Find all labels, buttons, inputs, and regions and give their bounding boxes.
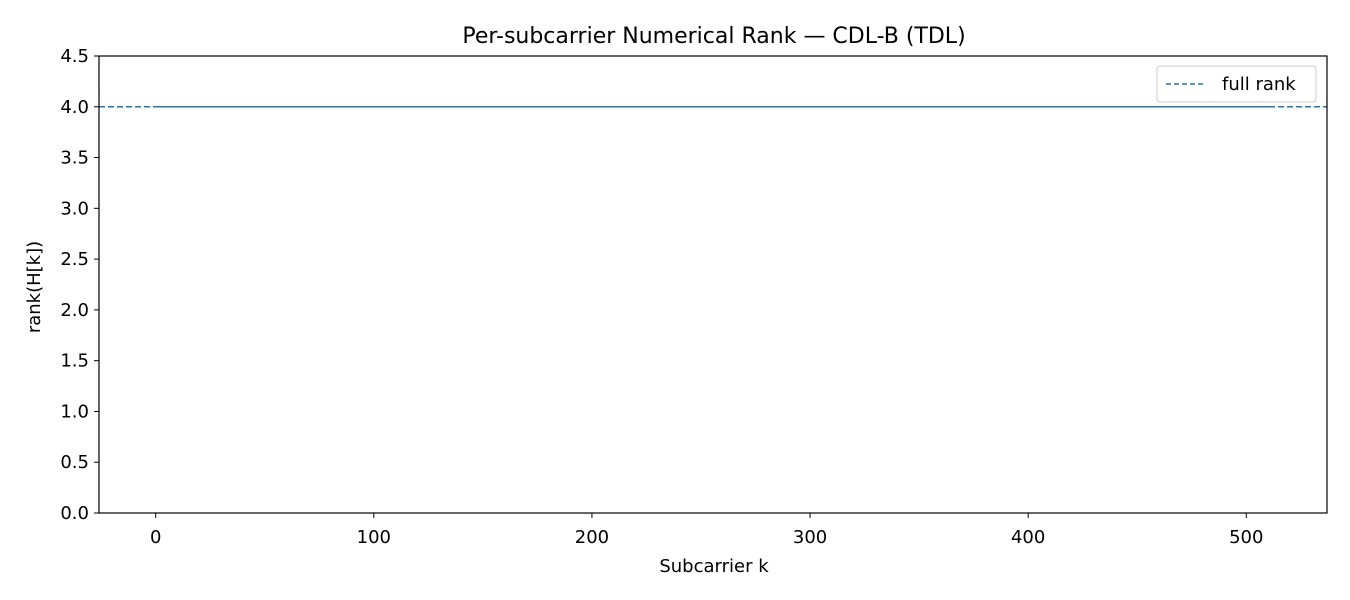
y-tick-label: 3.5 [60, 148, 89, 169]
plot-area: 0 100 200 300 400 500 0.0 0.5 1.0 1.5 2.0 2.5 3.0 3.5… [60, 46, 1328, 548]
chart-title: Per-subcarrier Numerical Rank — CDL-B (T… [462, 24, 965, 49]
y-tick-label: 0.5 [60, 452, 89, 473]
x-tick-label: 300 [793, 527, 827, 548]
x-tick-label: 200 [575, 527, 609, 548]
x-tick-label: 100 [357, 527, 391, 548]
x-tick-label: 500 [1229, 527, 1263, 548]
y-tick-label: 1.5 [60, 351, 89, 372]
legend: full rank [1156, 65, 1317, 103]
plot-frame [98, 55, 1328, 514]
y-tick-label: 2.5 [60, 249, 89, 270]
y-tick-label: 3.0 [60, 198, 89, 219]
y-tick-label: 1.0 [60, 401, 89, 422]
legend-label-full-rank: full rank [1222, 74, 1296, 95]
x-axis-label: Subcarrier k [659, 556, 769, 577]
y-tick-label: 4.0 [60, 97, 89, 118]
y-tick-label: 4.5 [60, 46, 89, 67]
y-axis-label: rank(H[k]) [24, 241, 45, 333]
x-tick-label: 0 [150, 527, 161, 548]
x-tick-label: 400 [1011, 527, 1045, 548]
legend-box [1156, 65, 1317, 103]
y-tick-label: 2.0 [60, 300, 89, 321]
y-tick-label: 0.0 [60, 503, 89, 524]
